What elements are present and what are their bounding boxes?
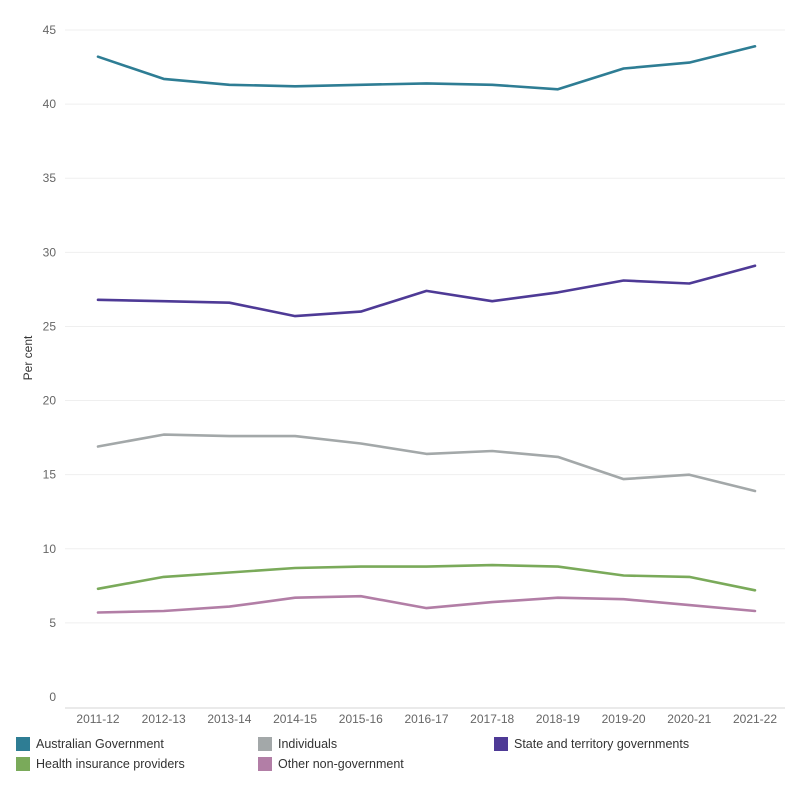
- legend-swatch: [258, 737, 272, 751]
- x-tick-label: 2015-16: [339, 712, 383, 726]
- y-tick-label: 20: [43, 394, 57, 408]
- legend-label: Australian Government: [36, 737, 164, 751]
- series-line-australian-government[interactable]: [96, 44, 757, 91]
- series-lines: [96, 44, 757, 614]
- legend-item-australian-government[interactable]: Australian Government: [16, 737, 164, 751]
- y-tick-labels: 0 5 10 15 20 25 30 35 40 45: [43, 23, 57, 704]
- legend-swatch: [16, 737, 30, 751]
- y-axis-title: Per cent: [21, 335, 35, 380]
- legend-label: State and territory governments: [514, 737, 690, 751]
- y-tick-label: 10: [43, 542, 57, 556]
- x-tick-labels: 2011-12 2012-13 2013-14 2014-15 2015-16 2016-…: [76, 712, 777, 726]
- x-tick-label: 2013-14: [207, 712, 251, 726]
- y-tick-label: 25: [43, 319, 57, 333]
- series-line-other-non-government[interactable]: [96, 594, 757, 614]
- legend-swatch: [16, 757, 30, 771]
- x-tick-label: 2018-19: [536, 712, 580, 726]
- legend-item-health-insurance-providers[interactable]: Health insurance providers: [16, 757, 185, 771]
- x-tick-label: 2019-20: [602, 712, 646, 726]
- x-tick-label: 2011-12: [76, 712, 119, 726]
- y-tick-label: 40: [43, 97, 57, 111]
- x-tick-label: 2014-15: [273, 712, 317, 726]
- legend: Australian Government Individuals State an…: [16, 737, 796, 782]
- legend-label: Other non-government: [278, 757, 404, 771]
- legend-item-other-non-government[interactable]: Other non-government: [258, 757, 404, 771]
- x-tick-label: 2016-17: [404, 712, 448, 726]
- x-tick-label: 2021-22: [733, 712, 777, 726]
- series-line-state-and-territory-governments[interactable]: [96, 264, 757, 318]
- series-line-health-insurance-providers[interactable]: [96, 563, 757, 592]
- y-tick-label: 15: [43, 468, 57, 482]
- legend-label: Individuals: [278, 737, 338, 751]
- y-tick-label: 5: [49, 616, 56, 630]
- y-tick-label: 45: [43, 23, 57, 37]
- y-tick-label: 0: [49, 690, 56, 704]
- y-tick-label: 35: [43, 171, 57, 185]
- x-tick-label: 2020-21: [667, 712, 711, 726]
- x-tick-label: 2017-18: [470, 712, 514, 726]
- legend-label: Health insurance providers: [36, 757, 185, 771]
- y-tick-label: 30: [43, 245, 57, 259]
- legend-item-state-and-territory-governments[interactable]: State and territory governments: [494, 737, 689, 751]
- gridlines: [65, 29, 785, 624]
- legend-swatch: [494, 737, 508, 751]
- x-tick-label: 2012-13: [142, 712, 186, 726]
- series-line-individuals[interactable]: [96, 433, 757, 493]
- legend-item-individuals[interactable]: Individuals: [258, 737, 337, 751]
- legend-swatch: [258, 757, 272, 771]
- line-chart: 0 5 10 15 20 25 30 35 40 45 2011-12 2012-13 2013-14…: [21, 23, 785, 726]
